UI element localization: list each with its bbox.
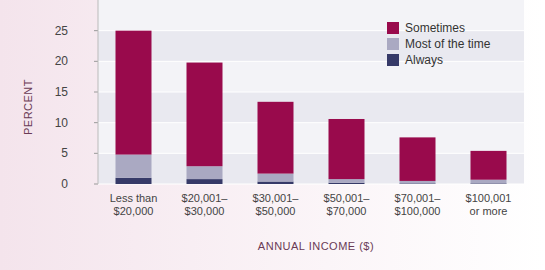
tick-mark <box>94 184 98 185</box>
tick-mark <box>94 92 98 93</box>
bar-segment <box>329 183 365 184</box>
grid-line <box>98 61 524 62</box>
label-line: $100,000 <box>395 205 441 217</box>
bar-segment <box>187 166 223 179</box>
bar-segment <box>258 174 294 182</box>
grid-line <box>98 153 524 154</box>
label-line: $20,001– <box>182 192 229 204</box>
y-axis-title: PERCENT <box>22 79 34 135</box>
grid-line <box>98 92 524 93</box>
legend: Sometimes Most of the time Always <box>387 21 491 67</box>
label-line: $70,001– <box>395 192 442 204</box>
y-tick-label: 0 <box>61 177 68 191</box>
tick-mark <box>94 30 98 31</box>
plot-area <box>98 0 524 184</box>
label-line: $30,001– <box>253 192 300 204</box>
legend-label: Always <box>405 53 443 67</box>
y-tick-label: 10 <box>55 116 69 130</box>
x-tick-label: $20,001–$30,000 <box>182 192 229 217</box>
x-tick-label: $70,001–$100,000 <box>395 192 442 217</box>
bar-segment <box>116 178 152 184</box>
chart: 0510152025Less than$20,000$20,001–$30,00… <box>0 0 545 270</box>
bar-segment <box>471 151 507 180</box>
bar-segment <box>258 182 294 184</box>
bar-segment <box>471 180 507 184</box>
legend-swatch <box>387 54 399 66</box>
bar-segment <box>329 179 365 183</box>
label-line: $20,000 <box>114 205 154 217</box>
grid-band <box>98 61 524 92</box>
label-line: or more <box>470 205 508 217</box>
background <box>0 0 545 270</box>
tick-mark <box>94 153 98 154</box>
tick-mark <box>94 122 98 123</box>
bar-segment <box>329 119 365 179</box>
bars <box>116 31 507 184</box>
y-tick-label: 15 <box>55 85 69 99</box>
bar-segment <box>258 102 294 174</box>
x-axis-title: ANNUAL INCOME ($) <box>258 240 374 252</box>
grid-line <box>98 184 524 185</box>
grid-line <box>98 122 524 123</box>
label-line: $50,000 <box>256 205 296 217</box>
legend-swatch <box>387 22 399 34</box>
y-axis-line <box>98 0 99 184</box>
x-tick-label: $30,001–$50,000 <box>253 192 300 217</box>
x-tick-label: $50,001–$70,000 <box>324 192 371 217</box>
y-tick-label: 5 <box>61 146 68 160</box>
label-line: $30,000 <box>185 205 225 217</box>
x-tick-label: $100,001or more <box>466 192 512 217</box>
bar-segment <box>400 181 436 183</box>
label-line: Less than <box>110 192 158 204</box>
bar-segment <box>400 137 436 181</box>
x-tick-label: Less than$20,000 <box>110 192 158 217</box>
bar-segment <box>116 155 152 178</box>
legend-label: Sometimes <box>405 21 465 35</box>
legend-swatch <box>387 38 399 50</box>
tick-mark <box>94 61 98 62</box>
label-line: $70,000 <box>327 205 367 217</box>
y-tick-label: 20 <box>55 54 69 68</box>
label-line: $50,001– <box>324 192 371 204</box>
legend-label: Most of the time <box>405 37 491 51</box>
label-line: $100,001 <box>466 192 512 204</box>
grid-band <box>98 123 524 154</box>
bar-segment <box>187 179 223 184</box>
bar-segment <box>187 63 223 167</box>
y-tick-label: 25 <box>55 24 69 38</box>
bar-segment <box>116 31 152 155</box>
